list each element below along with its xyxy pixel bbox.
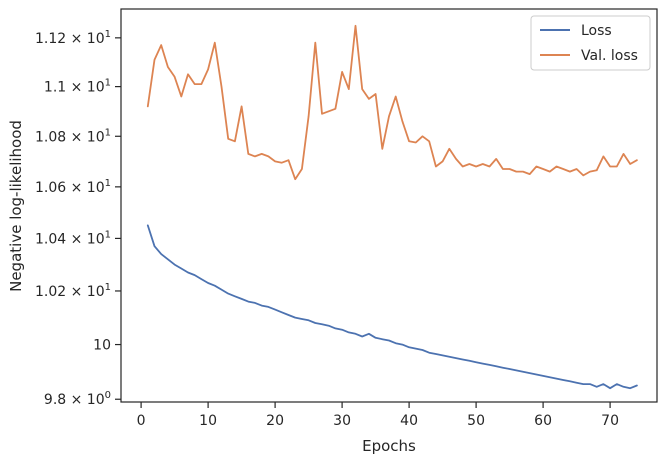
y-axis-label: Negative log-likelihood (7, 120, 25, 292)
y-tick-label: 9.8 × 100 (44, 390, 111, 408)
x-tick-label: 60 (534, 413, 552, 429)
legend-label-loss: Loss (581, 23, 612, 39)
series-line-loss (146, 224, 638, 390)
y-tick-label: 10 (93, 338, 111, 354)
x-tick-label: 0 (137, 413, 146, 429)
x-tick-label: 40 (400, 413, 418, 429)
series-line-val-loss (146, 24, 638, 181)
x-tick-label: 50 (467, 413, 485, 429)
x-tick-label: 10 (199, 413, 217, 429)
x-tick-label: 20 (266, 413, 284, 429)
legend-label-val-loss: Val. loss (581, 48, 638, 64)
y-tick-label: 1.1 × 101 (44, 78, 111, 96)
y-axis-ticks: 9.8 × 100 10 1.02 × 101 1.04 × 101 1.06 × 10… (35, 29, 121, 408)
y-tick-label: 1.02 × 101 (35, 282, 111, 300)
plot-area (120, 8, 658, 403)
y-tick-label: 1.08 × 101 (35, 127, 111, 145)
legend: Loss Val. loss (530, 15, 651, 71)
x-axis-label: Epochs (362, 437, 416, 455)
y-tick-label: 1.06 × 101 (35, 178, 111, 196)
x-tick-label: 30 (333, 413, 351, 429)
x-tick-label: 70 (601, 413, 619, 429)
y-tick-label: 1.04 × 101 (35, 229, 111, 247)
series-layer (146, 24, 638, 390)
x-axis-ticks: 0 10 20 30 40 50 60 70 (137, 402, 619, 429)
y-tick-label: 1.12 × 101 (35, 29, 111, 47)
